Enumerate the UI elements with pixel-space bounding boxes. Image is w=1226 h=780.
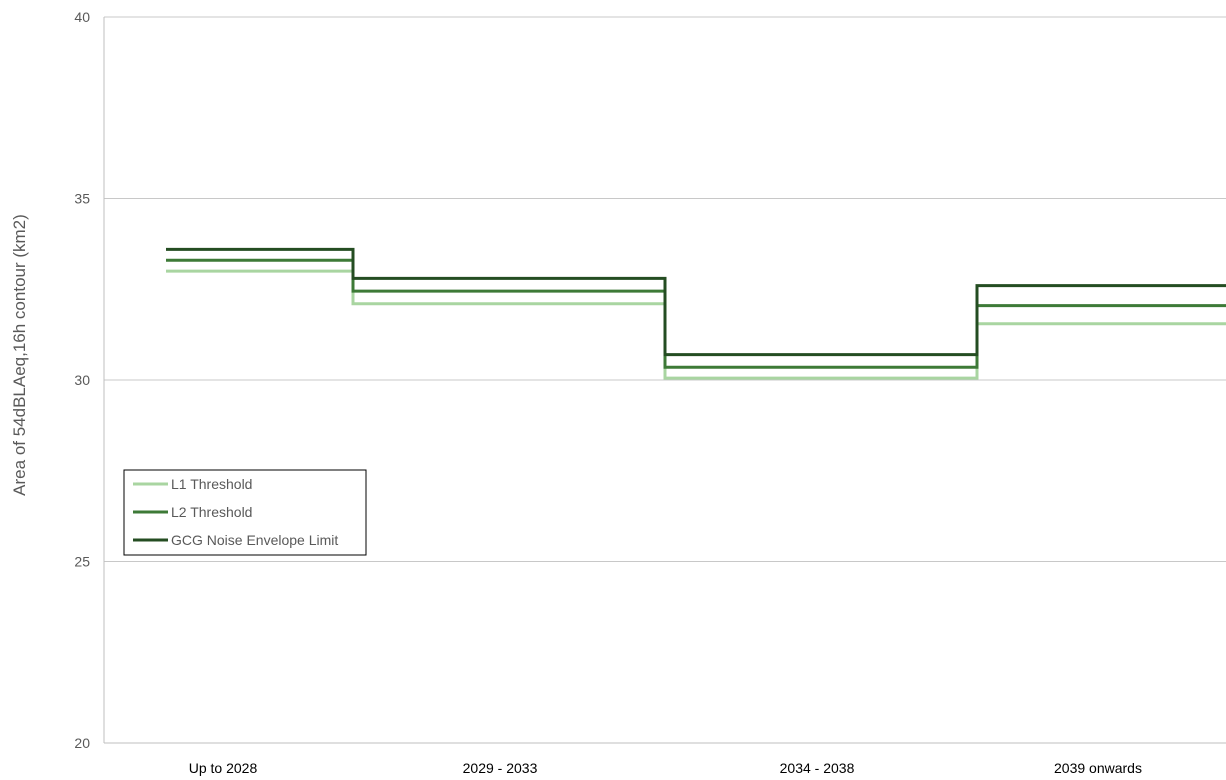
x-category-label: 2034 - 2038	[780, 760, 855, 776]
y-tick-label: 30	[74, 372, 90, 388]
legend-label-gcg-noise-envelope-limit: GCG Noise Envelope Limit	[171, 532, 338, 548]
x-category-labels: Up to 2028 2029 - 2033 2034 - 2038 2039 onw…	[189, 760, 1142, 776]
gridlines	[104, 16, 1226, 562]
legend: L1 Threshold L2 Threshold GCG Noise Enve…	[123, 469, 367, 556]
series-line-l1-threshold	[166, 269, 1226, 380]
x-category-label: 2029 - 2033	[463, 760, 538, 776]
series-line-gcg-noise-envelope-limit	[166, 247, 1226, 357]
legend-label-l1-threshold: L1 Threshold	[171, 476, 252, 492]
y-tick-label: 35	[74, 191, 90, 207]
axes	[103, 17, 1226, 744]
y-axis-title: Area of 54dBLAeq,16h contour (km2)	[10, 214, 29, 496]
y-tick-label: 20	[74, 735, 90, 751]
series-lines	[166, 247, 1226, 380]
legend-label-l2-threshold: L2 Threshold	[171, 504, 252, 520]
x-category-label: Up to 2028	[189, 760, 258, 776]
y-tick-label: 40	[74, 9, 90, 25]
x-category-label: 2039 onwards	[1054, 760, 1142, 776]
y-tick-labels: 20 25 30 35 40	[74, 9, 90, 751]
y-tick-label: 25	[74, 554, 90, 570]
series-line-l2-threshold	[166, 258, 1226, 369]
